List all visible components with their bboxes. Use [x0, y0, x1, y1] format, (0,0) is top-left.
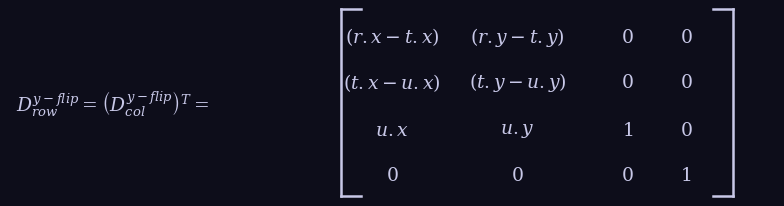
Text: $D_{row}^{y-flip} = \left(D_{col}^{y-flip}\right)^{T} =$: $D_{row}^{y-flip} = \left(D_{col}^{y-fli… — [16, 89, 209, 117]
Text: $0$: $0$ — [621, 28, 633, 47]
Text: $(t.y-u.y)$: $(t.y-u.y)$ — [469, 71, 566, 94]
Text: $(r.y-t.y)$: $(r.y-t.y)$ — [470, 26, 564, 49]
Text: $0$: $0$ — [621, 73, 633, 92]
Text: $0$: $0$ — [680, 120, 692, 139]
Text: $(t.x-u.x)$: $(t.x-u.x)$ — [343, 71, 441, 93]
Text: $0$: $0$ — [386, 166, 398, 185]
Text: $(r.x-t.x)$: $(r.x-t.x)$ — [345, 26, 439, 48]
Text: $u.y$: $u.y$ — [500, 120, 535, 139]
Text: $0$: $0$ — [621, 166, 633, 185]
Text: $0$: $0$ — [680, 73, 692, 92]
Text: $0$: $0$ — [680, 28, 692, 47]
Text: $0$: $0$ — [511, 166, 524, 185]
Text: $u.x$: $u.x$ — [375, 120, 409, 139]
Text: $1$: $1$ — [681, 166, 691, 185]
Text: $1$: $1$ — [622, 120, 633, 139]
